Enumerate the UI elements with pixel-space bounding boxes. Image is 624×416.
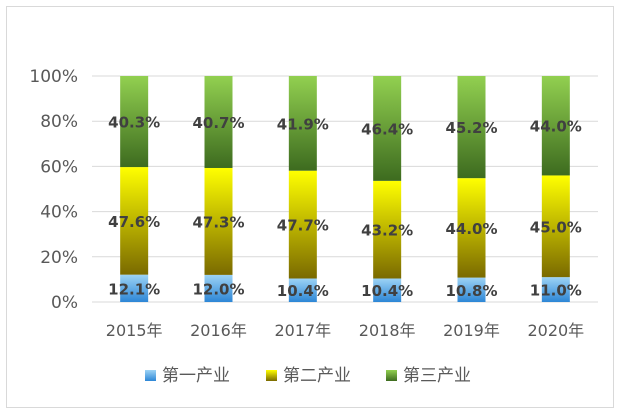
legend-label: 第一产业 (162, 366, 230, 386)
data-label: 12.1% (108, 280, 160, 298)
bar-segment (288, 278, 317, 302)
data-label: 46.4% (361, 120, 413, 138)
x-tick-label: 2018年 (359, 321, 416, 340)
legend-label: 第三产业 (403, 366, 471, 386)
data-labels: 12.1% 47.6% 40.3% 12.0% 47.3% 40.7% 10.4% 47.7%… (108, 114, 582, 301)
data-label: 40.3% (108, 114, 160, 132)
bar-segment (457, 178, 486, 278)
data-label: 10.4% (361, 282, 413, 300)
data-label: 45.2% (445, 119, 497, 137)
data-label: 47.3% (192, 213, 244, 231)
y-tick-label: 80% (40, 112, 78, 132)
data-label: 44.0% (530, 118, 582, 136)
bar-segment (204, 274, 233, 302)
data-label: 12.0% (192, 280, 244, 298)
data-label: 45.0% (530, 218, 582, 236)
data-label: 10.4% (277, 282, 329, 300)
bar-segment (373, 76, 402, 181)
y-tick-label: 0% (51, 293, 78, 313)
data-label: 44.0% (445, 220, 497, 238)
bar-segment (373, 180, 402, 279)
data-label: 43.2% (361, 222, 413, 240)
data-label: 10.8% (445, 282, 497, 300)
bar-segment (541, 175, 570, 278)
y-tick-label: 60% (40, 157, 78, 177)
y-tick-label: 20% (40, 248, 78, 268)
bar-segment (288, 76, 317, 171)
bar-segment (457, 277, 486, 302)
x-axis-ticks: 2015年 2016年 2017年 2018年 2019年 2020年 (106, 321, 584, 340)
bar-segment (204, 167, 233, 275)
x-tick-label: 2017年 (274, 321, 331, 340)
x-tick-label: 2016年 (190, 321, 247, 340)
y-tick-label: 40% (40, 203, 78, 223)
data-label: 40.7% (192, 114, 244, 132)
bar-segment (541, 277, 570, 302)
gridlines (92, 75, 598, 303)
bar-segment (457, 76, 486, 179)
data-label: 11.0% (530, 282, 582, 300)
data-label: 47.6% (108, 213, 160, 231)
bar-segment (204, 76, 233, 168)
bar-segment (120, 76, 149, 168)
y-tick-label: 100% (29, 67, 78, 87)
legend: 第一产业 第二产业 第三产业 (145, 366, 471, 386)
legend-label: 第二产业 (283, 366, 351, 386)
x-tick-label: 2015年 (106, 321, 163, 340)
data-label: 47.7% (277, 217, 329, 235)
bar-segment (288, 170, 317, 279)
legend-swatch (386, 370, 397, 381)
bar-segment (541, 76, 570, 176)
x-tick-label: 2019年 (443, 321, 500, 340)
legend-swatch (266, 370, 277, 381)
bar-segment (120, 167, 149, 275)
x-tick-label: 2020年 (527, 321, 584, 340)
bars (120, 76, 570, 302)
bar-segment (373, 278, 402, 302)
legend-swatch (145, 370, 156, 381)
data-label: 41.9% (277, 115, 329, 133)
y-axis-ticks: 0% 20% 40% 60% 80% 100% (29, 67, 78, 313)
bar-segment (120, 274, 149, 302)
